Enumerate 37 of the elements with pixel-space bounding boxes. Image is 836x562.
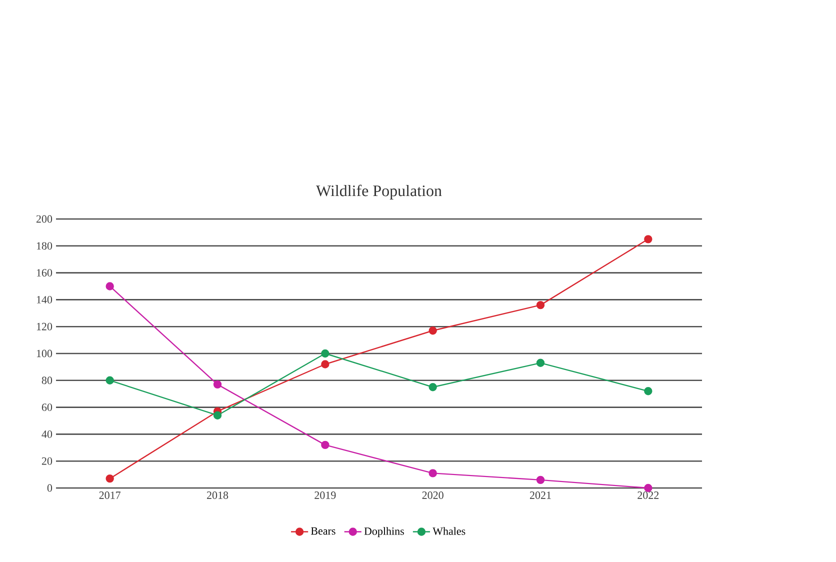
chart-title: Wildlife Population xyxy=(316,184,442,200)
point xyxy=(428,383,437,392)
y-tick-label: 60 xyxy=(42,404,52,412)
point xyxy=(428,469,437,478)
x-tick-label: 2018 xyxy=(206,492,228,499)
point xyxy=(213,411,222,420)
x-tick-label: 2020 xyxy=(422,492,444,499)
point xyxy=(644,387,652,396)
point xyxy=(536,476,545,484)
point xyxy=(536,300,545,310)
y-tick-label: 20 xyxy=(42,457,52,465)
y-tick-label: 80 xyxy=(42,376,52,384)
legend-label: Whales xyxy=(432,527,466,535)
x-tick-label: 2021 xyxy=(530,492,551,499)
point xyxy=(106,474,114,483)
x-tick-label: 2017 xyxy=(99,492,121,499)
point xyxy=(106,282,114,290)
point xyxy=(321,360,330,368)
point xyxy=(536,358,545,368)
x-tick-label: 2022 xyxy=(638,492,659,499)
y-tick-label: 40 xyxy=(42,430,52,438)
point xyxy=(106,376,114,384)
y-tick-label: 180 xyxy=(36,242,52,250)
legend-label: Bears xyxy=(311,527,336,535)
y-tick-label: 160 xyxy=(36,269,52,277)
y-tick-label: 120 xyxy=(36,322,52,330)
y-tick-label: 0 xyxy=(47,484,52,492)
point xyxy=(213,380,222,389)
point xyxy=(428,326,437,335)
point xyxy=(644,235,652,244)
point xyxy=(321,440,330,450)
y-tick-label: 200 xyxy=(36,215,52,223)
point xyxy=(321,349,330,358)
legend-label: Doplhins xyxy=(364,527,404,538)
x-tick-label: 2019 xyxy=(314,492,336,499)
y-tick-label: 140 xyxy=(36,296,52,304)
y-tick-label: 100 xyxy=(36,350,52,358)
